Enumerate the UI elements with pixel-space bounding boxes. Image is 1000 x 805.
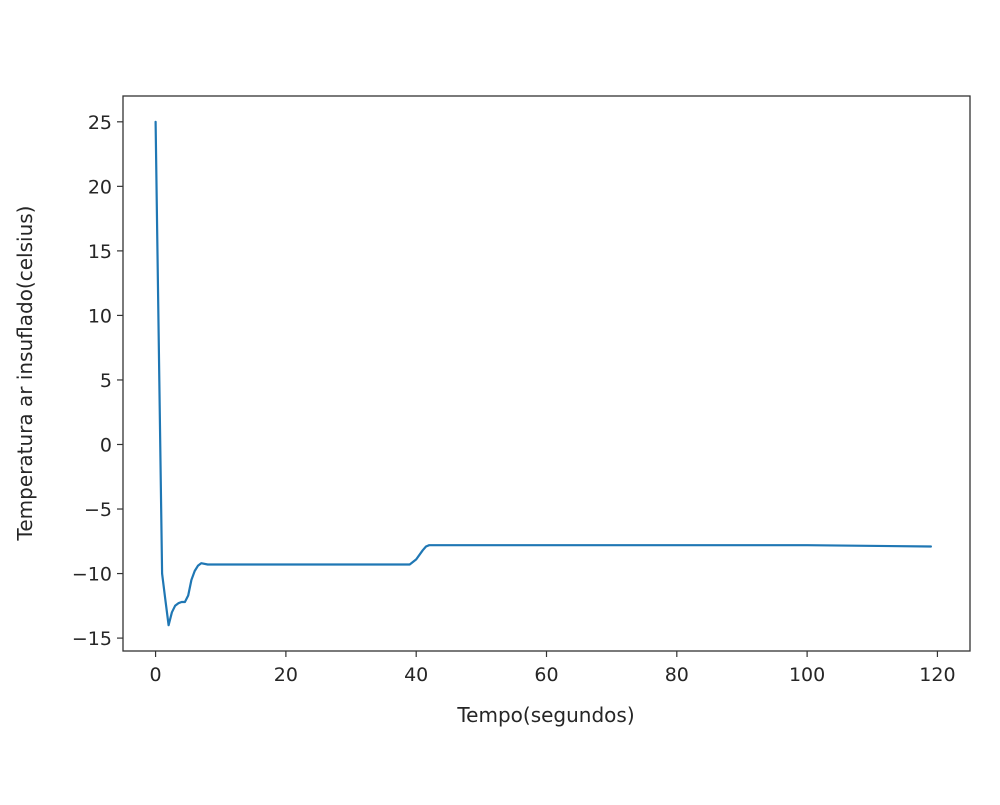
y-axis-label: Temperatura ar insuflado(celsius) [13,206,37,542]
x-tick-label: 40 [404,664,428,686]
series-layer [154,120,933,627]
series-line-0 [154,120,933,627]
plot-area [122,95,971,652]
y-tick-label: −10 [72,564,112,586]
y-tick-label: −5 [84,499,112,521]
y-tick-label: −15 [72,628,112,650]
y-tick-label: 5 [100,370,112,392]
x-tick-label: 80 [665,664,689,686]
y-tick-label: 20 [88,176,112,198]
x-axis-label: Tempo(segundos) [456,703,634,727]
x-tick-label: 20 [274,664,298,686]
y-tick-label: 0 [100,434,112,456]
axes-frame [122,95,971,652]
x-axis-ticks: 0 20 40 60 80 100 120 [150,651,956,686]
y-tick-label: 10 [88,305,112,327]
y-tick-label: 15 [88,241,112,263]
y-tick-label: 25 [88,112,112,134]
y-axis-ticks: 25 20 15 10 5 0 −5 −10 −15 [72,112,123,650]
x-tick-label: 60 [534,664,558,686]
x-tick-label: 0 [150,664,162,686]
x-tick-label: 100 [789,664,825,686]
x-tick-label: 120 [919,664,955,686]
